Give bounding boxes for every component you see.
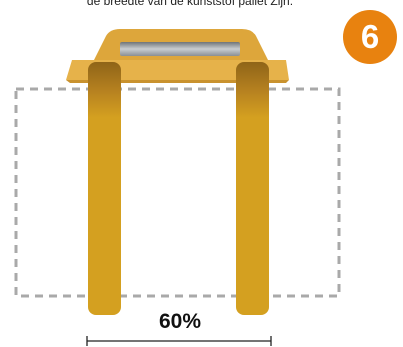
width-percentage-label: 60% <box>158 310 202 333</box>
step-number-badge: 6 <box>343 10 397 64</box>
instruction-caption: de breedte van de kunststof pallet Zijn. <box>86 0 294 8</box>
handle-base <box>66 60 289 80</box>
handle-slot <box>120 42 240 56</box>
pallet-outline <box>14 87 341 298</box>
left-strap <box>88 62 121 315</box>
handle-base-shadow <box>66 80 289 83</box>
right-strap <box>236 62 269 315</box>
